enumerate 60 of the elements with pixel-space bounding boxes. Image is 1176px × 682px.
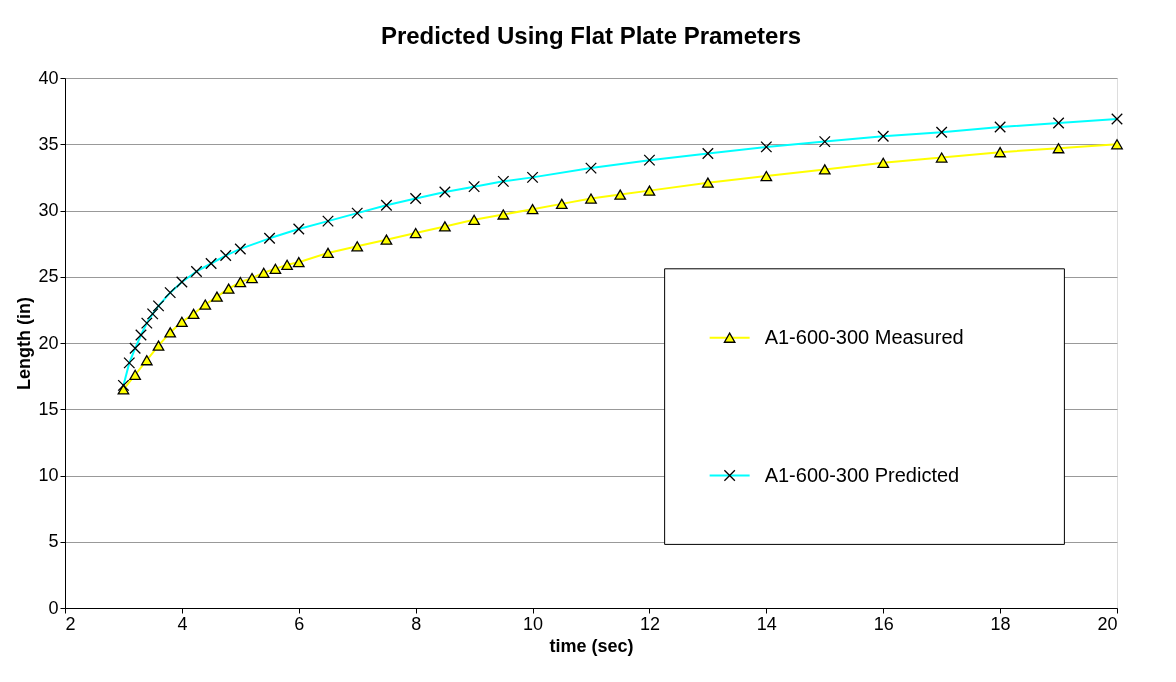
point: [526, 203, 539, 215]
x-axis-title: time (sec): [549, 635, 634, 656]
point: [585, 193, 597, 204]
point: [380, 234, 393, 245]
point: [152, 340, 165, 351]
y-tick-label: 20: [38, 332, 59, 353]
point: [164, 327, 177, 338]
x-tick-label: 16: [873, 613, 894, 634]
x-tick-label: 2: [65, 613, 76, 634]
point: [877, 157, 890, 168]
point: [614, 189, 627, 200]
x-tick-label: 10: [523, 613, 544, 634]
point: [555, 198, 568, 210]
point: [351, 241, 364, 252]
point: [760, 170, 773, 182]
x-tick-label: 12: [639, 613, 660, 634]
y-tick-label: 5: [48, 531, 59, 552]
y-tick-label: 35: [38, 133, 59, 154]
x-tick-label: 18: [990, 613, 1011, 634]
y-axis-title: Length (in): [14, 297, 35, 390]
point: [187, 308, 200, 320]
point: [281, 259, 293, 271]
point: [117, 384, 130, 395]
legend-label: A1-600-300 Predicted: [764, 463, 960, 486]
y-tick-label: 0: [48, 597, 59, 618]
x-tick-label: 14: [756, 613, 777, 634]
point: [269, 263, 282, 274]
point: [497, 209, 510, 220]
legend-label: A1-600-300 Measured: [764, 325, 964, 348]
point: [322, 247, 334, 259]
point: [129, 369, 142, 380]
point: [994, 147, 1007, 158]
point: [1052, 143, 1065, 154]
point: [175, 316, 188, 327]
y-tick-label: 15: [38, 398, 59, 419]
x-tick-label: 4: [177, 613, 188, 634]
y-tick-label: 10: [38, 465, 59, 485]
chart-title: Predicted Using Flat Plate Prameters: [380, 22, 802, 49]
y-tick-label: 25: [38, 266, 59, 287]
point: [643, 185, 656, 196]
y-tick-label: 30: [38, 200, 59, 220]
point: [292, 256, 305, 268]
point: [1111, 139, 1123, 150]
point: [409, 227, 422, 239]
point: [211, 291, 223, 302]
point: [199, 299, 212, 310]
point: [818, 164, 831, 175]
y-tick-label: 40: [38, 67, 59, 88]
x-tick-label: 6: [294, 613, 305, 634]
point: [246, 272, 258, 284]
x-tick-label: 8: [411, 613, 422, 634]
point: [257, 267, 270, 278]
point: [234, 276, 247, 288]
point: [140, 355, 153, 366]
point: [935, 152, 948, 163]
point: [438, 221, 451, 232]
x-tick-label: 20: [1097, 613, 1118, 634]
point: [701, 177, 714, 188]
point: [468, 214, 481, 225]
point: [222, 283, 235, 294]
